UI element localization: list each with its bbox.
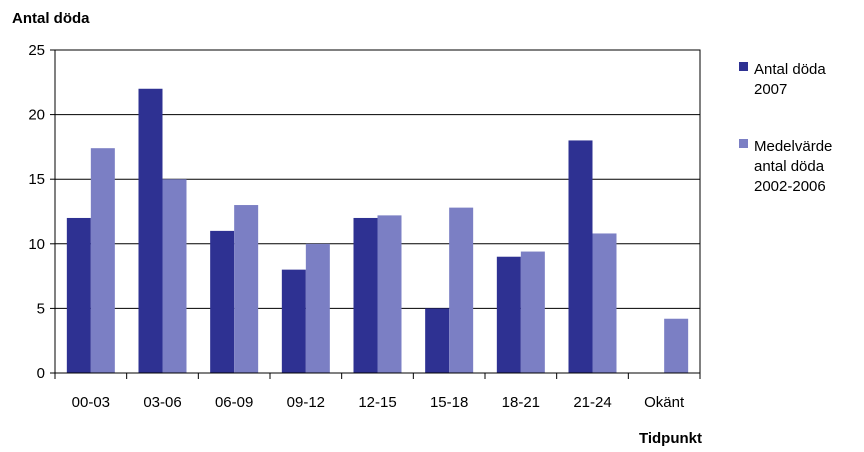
bar-series-1 xyxy=(425,308,450,373)
bar-series-2 xyxy=(377,215,402,373)
legend-label: Medelvärde xyxy=(754,138,832,155)
y-tick-label: 15 xyxy=(28,171,45,188)
legend: Antal döda 2007 Medelvärde antal döda 2002-2… xyxy=(739,61,832,195)
y-tick-label: 20 xyxy=(28,107,45,124)
x-tick-label: 18-21 xyxy=(502,394,540,411)
bar-series-1 xyxy=(138,88,163,373)
x-tick-labels: 00-03 03-06 06-09 09-12 12-15 15-18 18-21 21-24… xyxy=(72,394,685,411)
bar-series-2 xyxy=(520,251,545,373)
bar-series-2 xyxy=(449,207,474,373)
x-axis-title: Tidpunkt xyxy=(639,430,702,447)
y-tick-label: 10 xyxy=(28,236,45,253)
legend-label: 2007 xyxy=(754,81,787,98)
bar-series-1 xyxy=(210,230,235,373)
y-tick-label: 0 xyxy=(37,365,45,382)
bar-series-2 xyxy=(664,318,689,373)
bar-series-2 xyxy=(162,179,187,373)
x-tick-label: Okänt xyxy=(644,394,685,411)
bar-series-2 xyxy=(592,233,617,373)
bars xyxy=(66,88,689,373)
bar-series-1 xyxy=(353,217,378,373)
bar-series-1 xyxy=(281,269,306,373)
x-tick-label: 00-03 xyxy=(72,394,110,411)
x-tick-label: 06-09 xyxy=(215,394,253,411)
bar-series-1 xyxy=(66,217,91,373)
legend-swatch xyxy=(739,139,748,148)
bar-series-1 xyxy=(496,256,521,373)
legend-label: antal döda xyxy=(754,158,825,175)
legend-label: Antal döda xyxy=(754,61,826,78)
legend-swatch xyxy=(739,62,748,71)
axes xyxy=(50,49,701,379)
bar-series-2 xyxy=(305,243,330,373)
x-tick-label: 09-12 xyxy=(287,394,325,411)
x-tick-label: 15-18 xyxy=(430,394,468,411)
bar-series-1 xyxy=(568,140,593,373)
y-axis-title: Antal döda xyxy=(12,10,90,27)
y-tick-labels: 0 5 10 15 20 25 xyxy=(28,42,45,382)
bar-series-2 xyxy=(234,205,259,373)
x-tick-label: 21-24 xyxy=(573,394,611,411)
x-tick-label: 12-15 xyxy=(358,394,396,411)
x-tick-label: 03-06 xyxy=(143,394,181,411)
legend-label: 2002-2006 xyxy=(754,178,826,195)
y-tick-label: 25 xyxy=(28,42,45,59)
plot-frame xyxy=(54,49,701,374)
bar-series-2 xyxy=(90,148,115,373)
y-tick-label: 5 xyxy=(37,300,45,317)
